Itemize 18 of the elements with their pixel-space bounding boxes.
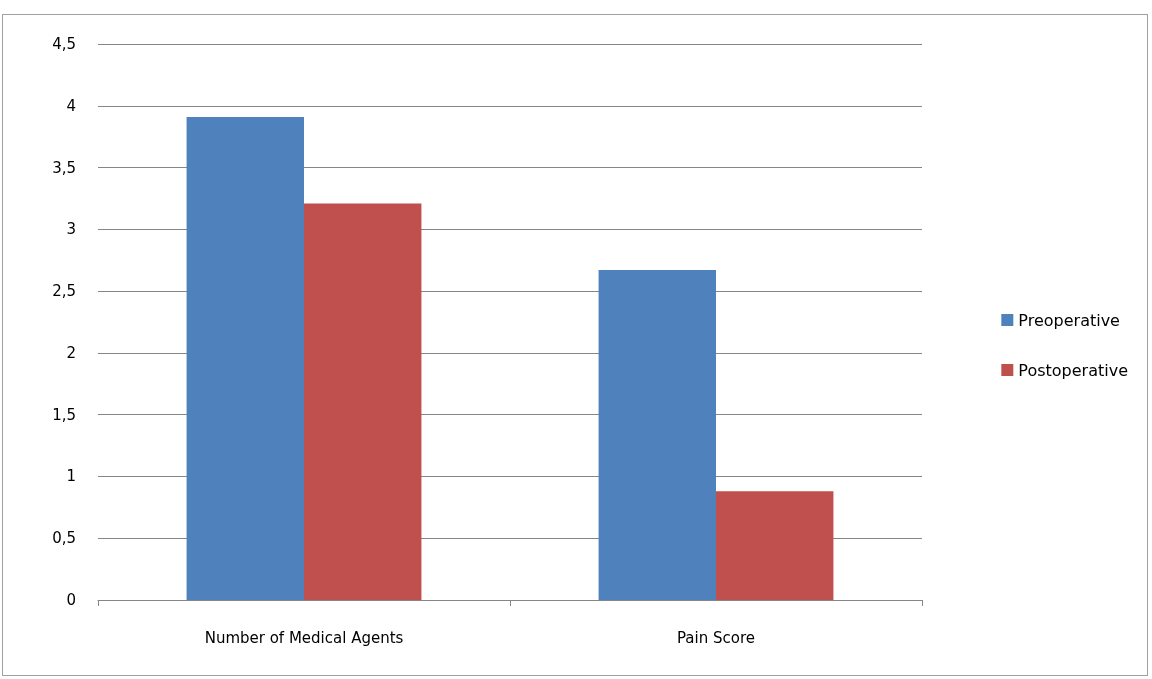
y-tick-label: 4 <box>66 96 76 115</box>
bar <box>598 270 716 600</box>
legend-label: Preoperative <box>1018 310 1120 330</box>
bar <box>186 116 304 600</box>
y-tick-label: 1,5 <box>52 405 76 424</box>
y-tick-label: 3 <box>66 220 76 239</box>
y-tick-label: 0 <box>66 591 76 609</box>
y-tick-label: 0,5 <box>52 529 76 548</box>
y-tick-label: 2,5 <box>52 282 76 301</box>
y-tick-label: 4,5 <box>52 35 76 53</box>
x-tick-label: Pain Score <box>676 628 756 647</box>
y-tick-label: 1 <box>66 467 76 486</box>
x-tick-label: Number of Medical Agents <box>204 628 404 647</box>
bar <box>304 203 422 600</box>
bar <box>716 491 834 600</box>
legend-label: Postoperative <box>1018 360 1129 380</box>
y-tick-label: 2 <box>66 343 76 362</box>
y-tick-label: 3,5 <box>52 158 76 177</box>
